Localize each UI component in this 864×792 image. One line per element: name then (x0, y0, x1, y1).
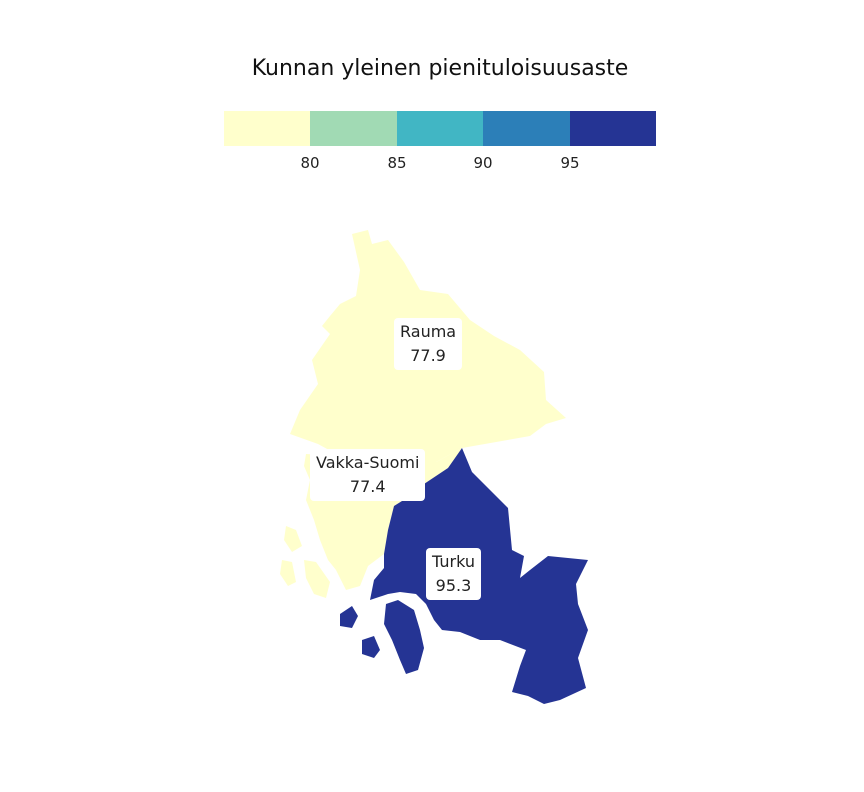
region-label-vakka-suomi: Vakka-Suomi 77.4 (310, 449, 426, 501)
region-vakka-suomi-island[interactable] (304, 560, 330, 598)
region-turku-island[interactable] (384, 600, 424, 674)
region-vakka-suomi-island[interactable] (280, 560, 296, 586)
region-turku-island[interactable] (340, 606, 358, 628)
legend-tick-85: 85 (387, 154, 407, 172)
region-label-rauma: Rauma 77.9 (394, 318, 463, 370)
legend-title: Kunnan yleinen pienituloisuusaste (251, 56, 629, 81)
region-label-turku: Turku 95.3 (426, 548, 481, 600)
region-value: 77.9 (410, 346, 446, 365)
region-vakka-suomi-island[interactable] (284, 526, 302, 552)
legend-ticks: 80 85 90 95 (224, 154, 656, 174)
legend-tick-90: 90 (473, 154, 493, 172)
legend-tick-80: 80 (300, 154, 320, 172)
legend-swatch-5 (569, 111, 657, 146)
legend-swatch-1 (224, 111, 311, 146)
region-value: 95.3 (435, 576, 472, 595)
region-name: Vakka-Suomi (316, 453, 420, 472)
legend-tick-95: 95 (560, 154, 580, 172)
legend-swatch-4 (483, 111, 570, 146)
legend-color-bar (224, 111, 657, 146)
region-name: Turku (432, 552, 475, 571)
legend-swatch-3 (396, 111, 484, 146)
legend-swatch-2 (310, 111, 397, 146)
region-name: Rauma (400, 322, 457, 341)
region-value: 77.4 (349, 477, 386, 496)
region-turku-island[interactable] (362, 636, 380, 658)
